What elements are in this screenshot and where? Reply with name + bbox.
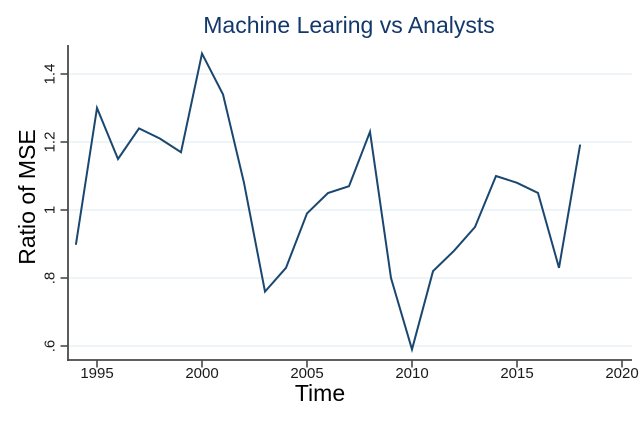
y-tick-label: 1 [42, 206, 59, 214]
x-tick-label: 1995 [80, 365, 113, 382]
x-tick-label: 2015 [500, 365, 533, 382]
mse-ratio-series-line [75, 50, 581, 354]
x-tick-label: 2010 [395, 365, 428, 382]
x-tick-label: 2020 [605, 365, 638, 382]
x-tick-label: 2000 [185, 365, 218, 382]
y-tick-label: .8 [42, 272, 59, 285]
x-tick-label: 2005 [290, 365, 323, 382]
x-axis-title: Time [294, 380, 346, 406]
y-tick-label: 1.4 [42, 64, 59, 85]
chart-title: Machine Learing vs Analysts [203, 12, 495, 38]
y-tick-label: .6 [42, 340, 59, 353]
y-tick-label: 1.2 [42, 132, 59, 153]
